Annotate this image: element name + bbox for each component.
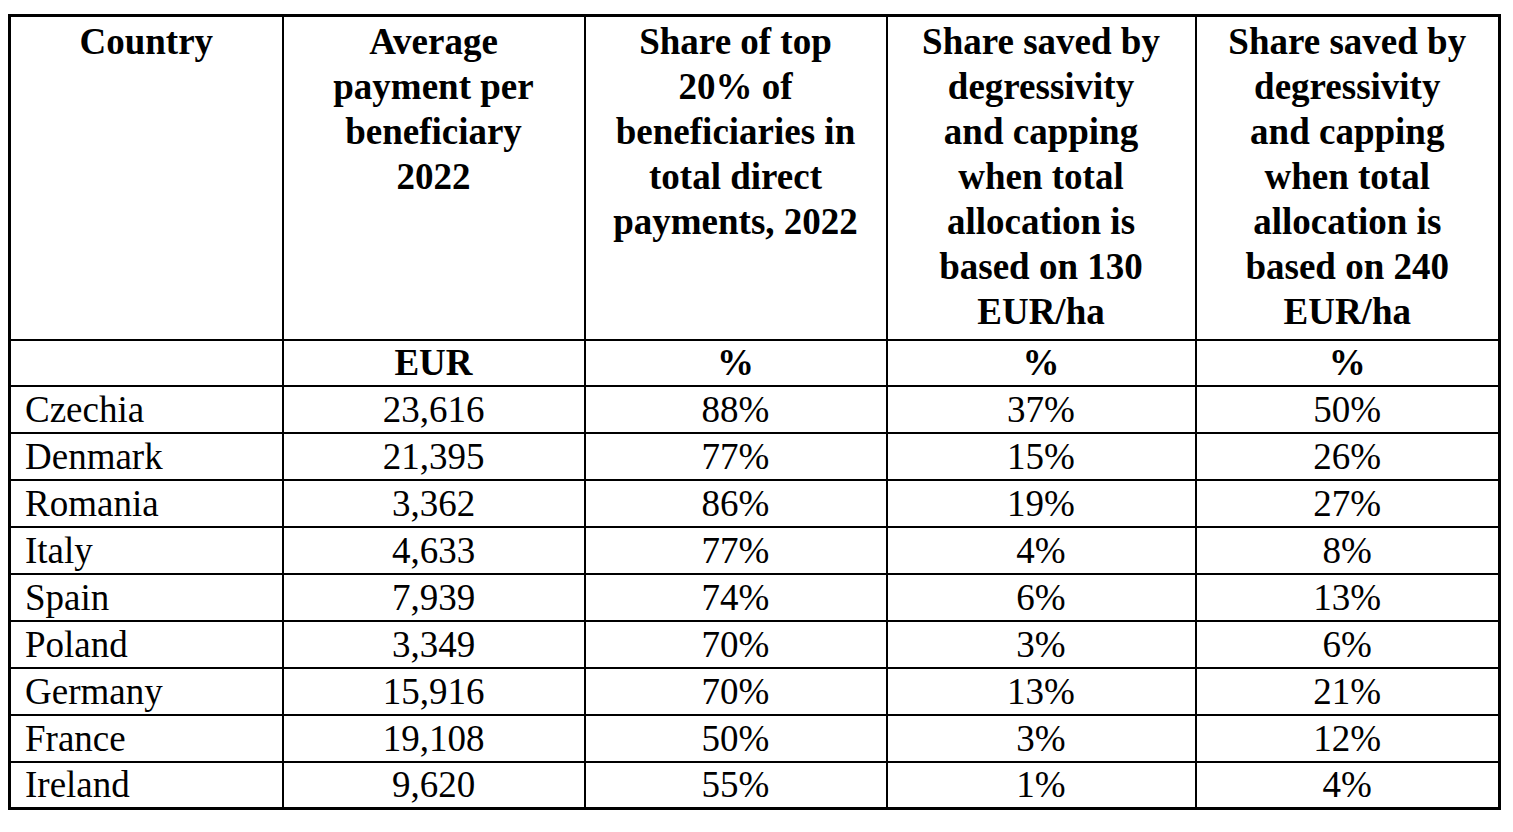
saved-240-cell: 27% [1196,480,1500,527]
saved-240-cell: 4% [1196,762,1500,809]
country-cell: France [10,715,283,762]
table-header-row: Country Average payment per beneficiary … [10,16,1500,340]
payments-table-container: Country Average payment per beneficiary … [8,14,1501,810]
header-cell-avg-payment: Average payment per beneficiary 2022 [283,16,585,340]
saved-240-cell: 12% [1196,715,1500,762]
header-cell-saved-240: Share saved by degressivity and capping … [1196,16,1500,340]
avg-payment-cell: 7,939 [283,574,585,621]
avg-payment-cell: 9,620 [283,762,585,809]
table-row: Poland 3,349 70% 3% 6% [10,621,1500,668]
saved-130-cell: 3% [887,621,1196,668]
avg-payment-cell: 3,362 [283,480,585,527]
saved-240-cell: 8% [1196,527,1500,574]
unit-cell-country [10,340,283,386]
country-cell: Denmark [10,433,283,480]
saved-240-cell: 50% [1196,386,1500,433]
table-row: Czechia 23,616 88% 37% 50% [10,386,1500,433]
saved-130-cell: 1% [887,762,1196,809]
unit-cell-top20-share: % [585,340,887,386]
unit-cell-saved-240: % [1196,340,1500,386]
saved-240-cell: 21% [1196,668,1500,715]
avg-payment-cell: 4,633 [283,527,585,574]
saved-130-cell: 19% [887,480,1196,527]
avg-payment-cell: 23,616 [283,386,585,433]
avg-payment-cell: 3,349 [283,621,585,668]
table-row: Ireland 9,620 55% 1% 4% [10,762,1500,809]
saved-130-cell: 3% [887,715,1196,762]
avg-payment-cell: 19,108 [283,715,585,762]
country-cell: Germany [10,668,283,715]
saved-240-cell: 6% [1196,621,1500,668]
unit-cell-avg-payment: EUR [283,340,585,386]
top20-share-cell: 77% [585,433,887,480]
top20-share-cell: 77% [585,527,887,574]
country-cell: Czechia [10,386,283,433]
table-row: Spain 7,939 74% 6% 13% [10,574,1500,621]
top20-share-cell: 86% [585,480,887,527]
header-cell-country: Country [10,16,283,340]
country-cell: Ireland [10,762,283,809]
table-units-row: EUR % % % [10,340,1500,386]
country-cell: Spain [10,574,283,621]
header-cell-saved-130: Share saved by degressivity and capping … [887,16,1196,340]
table-row: Denmark 21,395 77% 15% 26% [10,433,1500,480]
header-cell-top20-share: Share of top 20% of beneficiaries in tot… [585,16,887,340]
saved-130-cell: 6% [887,574,1196,621]
unit-cell-saved-130: % [887,340,1196,386]
top20-share-cell: 88% [585,386,887,433]
table-row: Romania 3,362 86% 19% 27% [10,480,1500,527]
top20-share-cell: 70% [585,668,887,715]
top20-share-cell: 74% [585,574,887,621]
saved-130-cell: 4% [887,527,1196,574]
saved-240-cell: 26% [1196,433,1500,480]
page: { "table": { "columns": [ { "header": "C… [0,0,1513,832]
top20-share-cell: 50% [585,715,887,762]
saved-130-cell: 37% [887,386,1196,433]
payments-table: Country Average payment per beneficiary … [8,14,1501,810]
top20-share-cell: 70% [585,621,887,668]
table-row: Germany 15,916 70% 13% 21% [10,668,1500,715]
saved-130-cell: 13% [887,668,1196,715]
avg-payment-cell: 21,395 [283,433,585,480]
top20-share-cell: 55% [585,762,887,809]
country-cell: Italy [10,527,283,574]
saved-240-cell: 13% [1196,574,1500,621]
country-cell: Romania [10,480,283,527]
table-row: France 19,108 50% 3% 12% [10,715,1500,762]
table-row: Italy 4,633 77% 4% 8% [10,527,1500,574]
country-cell: Poland [10,621,283,668]
saved-130-cell: 15% [887,433,1196,480]
avg-payment-cell: 15,916 [283,668,585,715]
